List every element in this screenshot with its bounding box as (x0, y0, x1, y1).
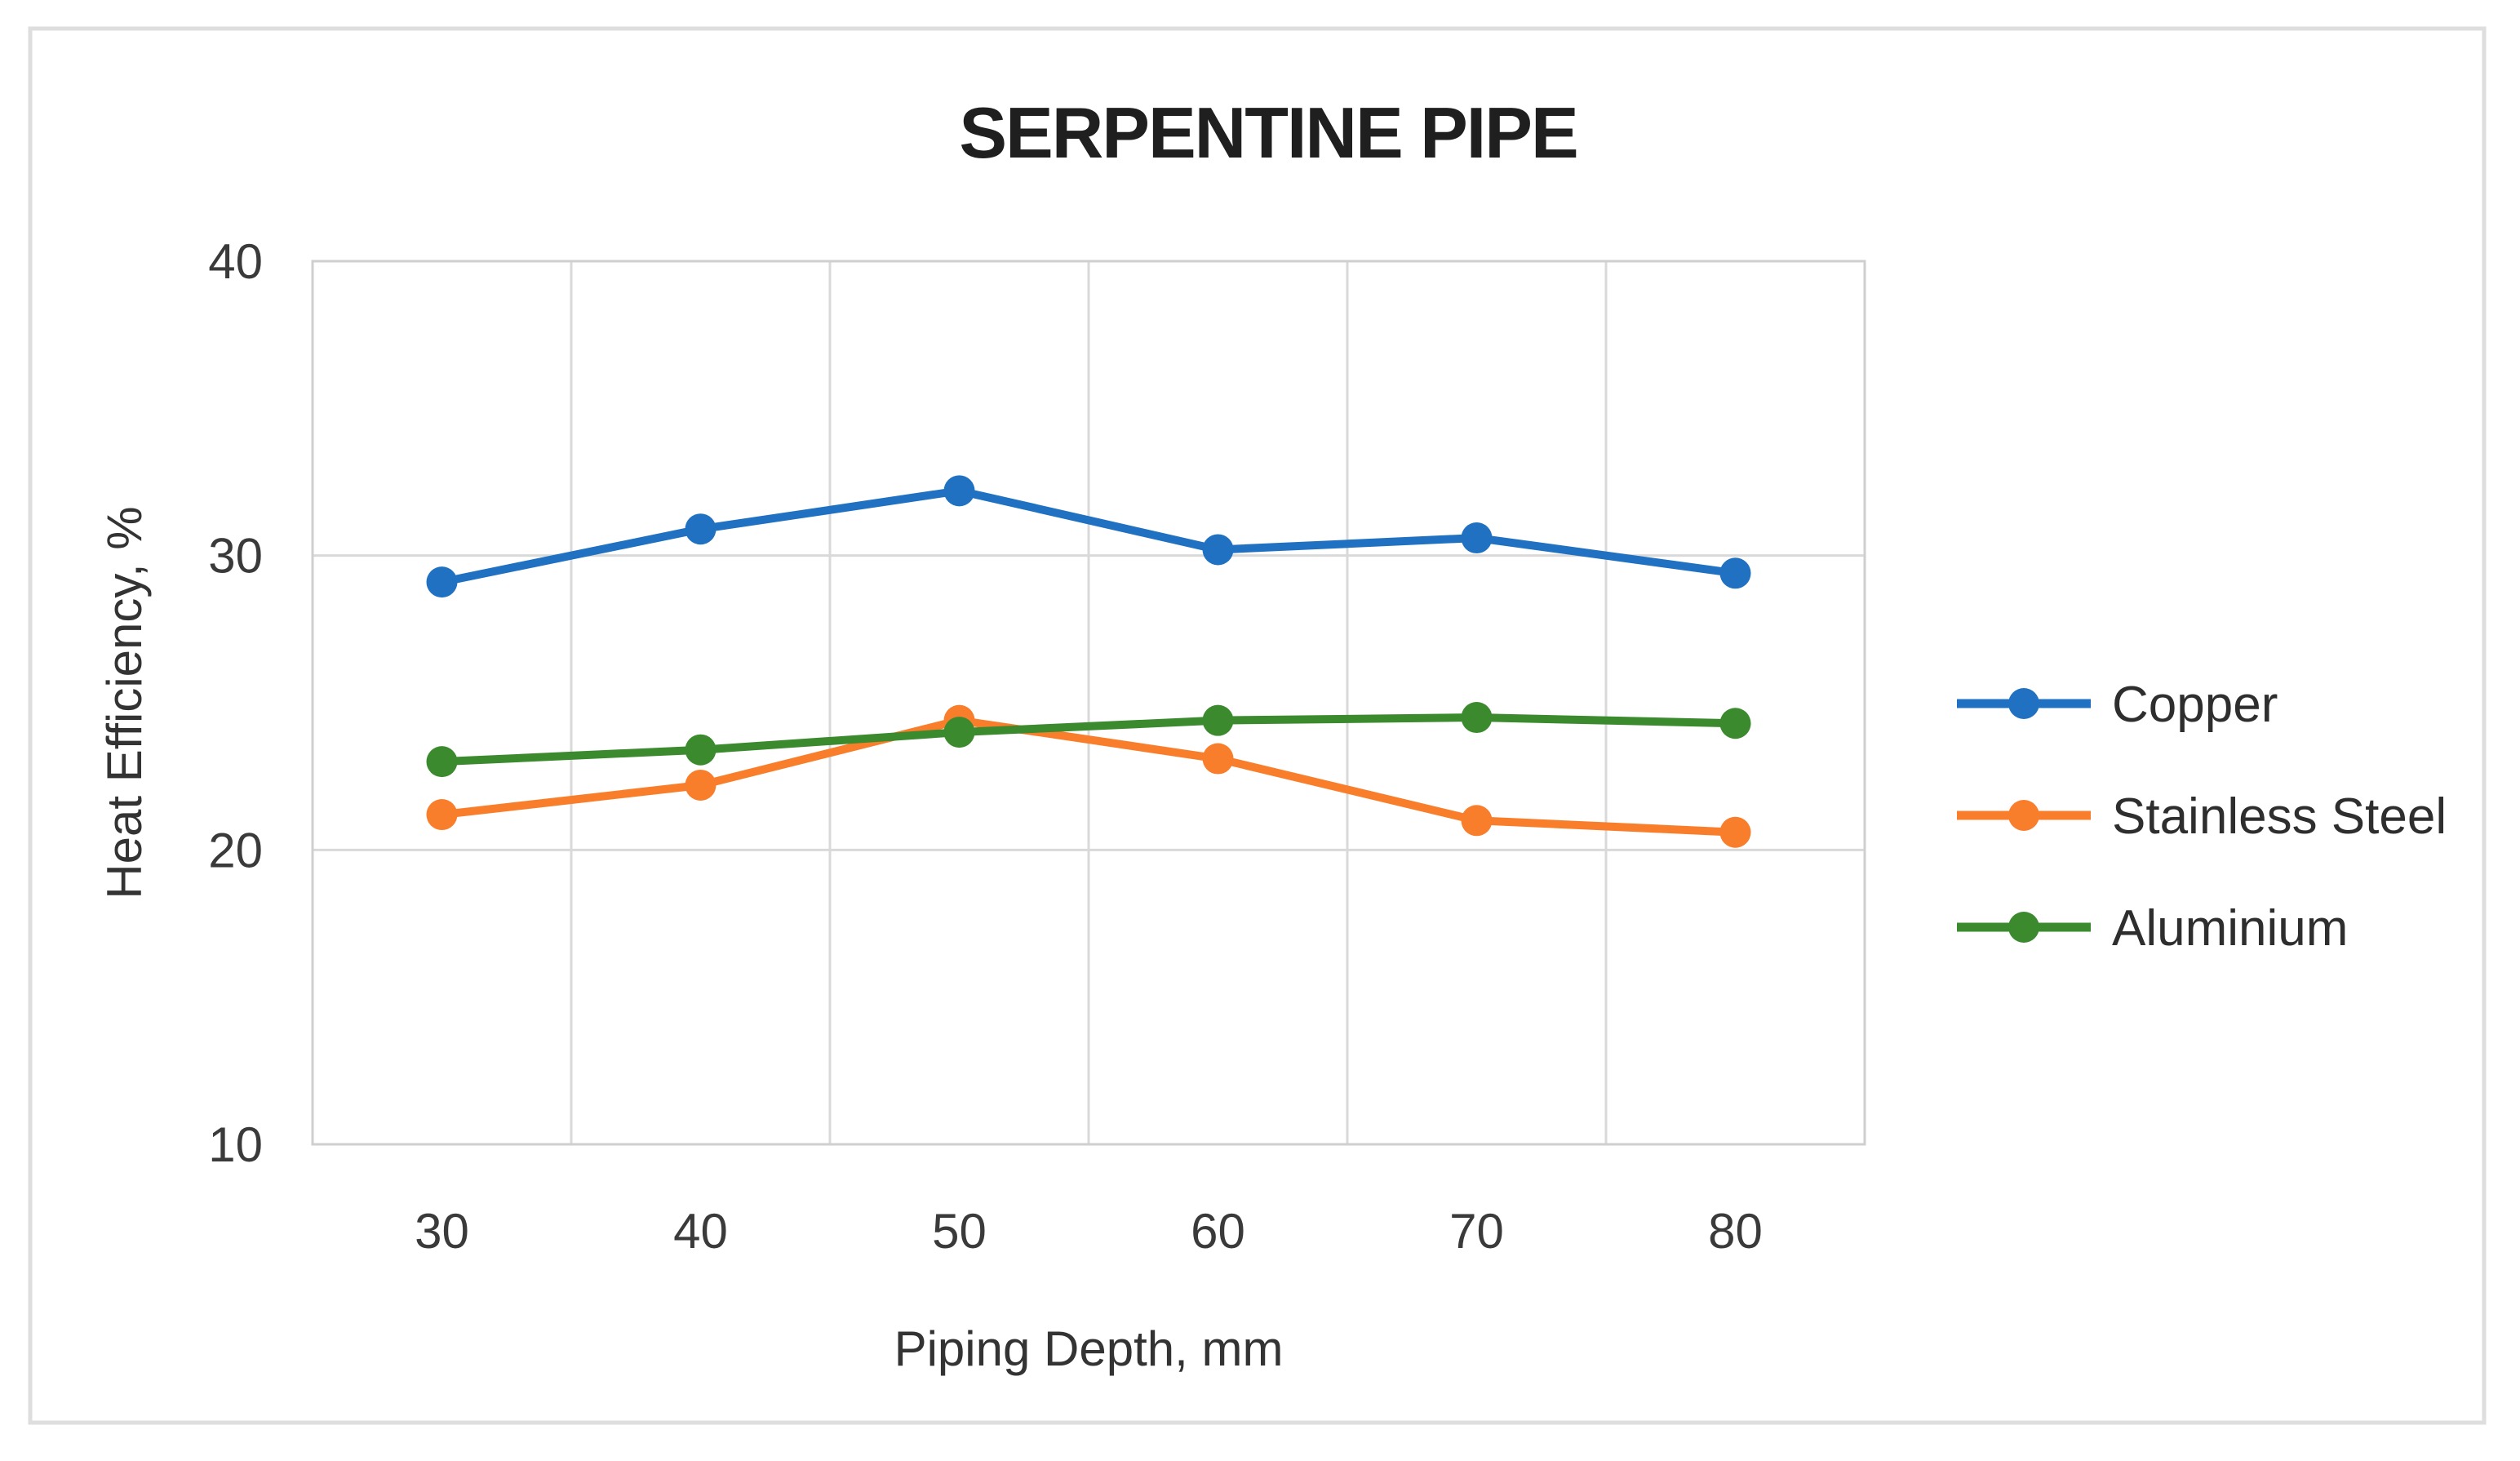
y-tick-label: 40 (208, 234, 263, 289)
series-lines (426, 475, 1751, 848)
x-tick-label: 70 (1449, 1204, 1504, 1259)
data-point-copper (1719, 557, 1751, 589)
data-point-stainless-steel (1202, 743, 1234, 775)
x-tick-label: 60 (1191, 1204, 1245, 1259)
legend-label: Aluminium (2112, 900, 2348, 957)
data-point-aluminium (1461, 702, 1493, 734)
y-tick-label: 20 (208, 823, 263, 877)
data-point-copper (1202, 534, 1234, 566)
data-point-copper (426, 566, 458, 598)
plot-area-border (311, 260, 1866, 1146)
series-line-aluminium (437, 713, 1740, 766)
data-point-stainless-steel (685, 769, 717, 801)
data-point-aluminium (943, 717, 975, 748)
legend-item-stainless-steel: Stainless Steel (1957, 788, 2447, 845)
data-point-copper (943, 475, 975, 507)
legend: Copper Stainless Steel Aluminium (1957, 677, 2447, 957)
legend-item-copper: Copper (1957, 677, 2278, 733)
data-point-aluminium (685, 734, 717, 766)
y-axis-ticks: 10 20 30 40 (208, 234, 263, 1172)
series-line-stainless-steel (437, 716, 1740, 837)
x-tick-label: 50 (932, 1204, 987, 1259)
gridlines (311, 260, 1866, 1146)
chart-frame (28, 26, 2487, 1425)
x-axis-ticks: 30 40 50 60 70 80 (415, 1204, 1763, 1259)
data-point-aluminium (1719, 708, 1751, 739)
legend-marker-icon (2008, 688, 2039, 719)
x-tick-label: 80 (1708, 1204, 1763, 1259)
legend-item-aluminium: Aluminium (1957, 900, 2348, 957)
legend-label: Copper (2112, 677, 2278, 733)
data-point-copper (1461, 522, 1493, 554)
data-point-aluminium (426, 746, 458, 778)
legend-marker-icon (2008, 912, 2039, 943)
chart-title: SERPENTINE PIPE (959, 92, 1577, 173)
x-axis-title: Piping Depth, mm (894, 1321, 1284, 1376)
y-tick-label: 30 (208, 529, 263, 584)
legend-marker-icon (2008, 800, 2039, 831)
data-point-stainless-steel (1719, 816, 1751, 848)
x-tick-label: 30 (415, 1204, 469, 1259)
y-tick-label: 10 (208, 1117, 263, 1172)
series-line-copper (437, 486, 1740, 587)
data-point-copper (685, 513, 717, 545)
data-point-aluminium (1202, 704, 1234, 736)
data-point-stainless-steel (426, 799, 458, 831)
data-point-stainless-steel (1461, 805, 1493, 837)
x-tick-label: 40 (673, 1204, 728, 1259)
y-axis-title: Heat Efficiency, % (97, 506, 152, 899)
legend-label: Stainless Steel (2112, 788, 2447, 845)
